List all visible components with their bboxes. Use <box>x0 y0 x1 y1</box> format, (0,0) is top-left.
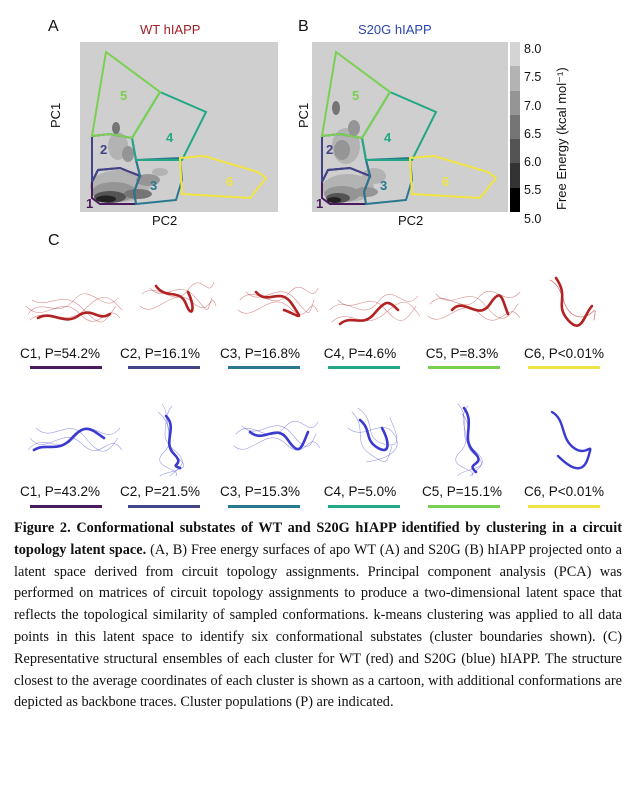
colorbar <box>510 42 520 212</box>
panel-a-ylabel: PC1 <box>48 102 63 128</box>
s20g-cluster-caption-2: C2, P=21.5% <box>120 484 200 499</box>
wt-cluster-underline-2 <box>128 366 200 369</box>
cluster-number-3: 3 <box>150 178 157 193</box>
panel-letter-c: C <box>48 232 60 249</box>
colorbar-ticks: 8.0 7.5 7.0 6.5 6.0 5.5 5.0 <box>524 35 541 233</box>
boundary-6 <box>408 154 498 200</box>
ensemble-wt-c1 <box>25 293 123 323</box>
panel-b-ylabel: PC1 <box>296 102 311 128</box>
s20g-cluster-caption-3: C3, P=15.3% <box>220 484 300 499</box>
colorbar-tick: 6.5 <box>524 126 542 141</box>
colorbar-tick: 6.0 <box>524 155 542 170</box>
wt-cluster-underline-3 <box>228 366 300 369</box>
cluster-number-2: 2 <box>100 142 107 157</box>
wt-ensembles <box>25 276 596 327</box>
s20g-cluster-underline-6 <box>528 505 600 508</box>
s20g-cluster-underline-3 <box>228 505 300 508</box>
cluster-number-6: 6 <box>442 174 449 189</box>
figure-caption: Figure 2. Conformational substates of WT… <box>14 518 622 714</box>
ensemble-s20g-c2 <box>157 403 184 477</box>
colorbar-tick: 7.0 <box>524 98 542 113</box>
boundary-6 <box>178 154 268 200</box>
cluster-number-6: 6 <box>226 174 233 189</box>
wt-cluster-underline-1 <box>30 366 102 369</box>
s20g-cluster-caption-1: C1, P=43.2% <box>20 484 100 499</box>
wt-cluster-caption-4: C4, P=4.6% <box>323 346 397 361</box>
boundary-5 <box>90 50 162 140</box>
wt-cluster-caption-3: C3, P=16.8% <box>220 346 300 361</box>
cluster-number-1: 1 <box>316 196 323 211</box>
ensemble-s20g-c3 <box>233 420 321 451</box>
colorbar-tick: 7.5 <box>524 70 542 85</box>
colorbar-label: Free Energy (kcal mol⁻¹) <box>554 67 569 210</box>
ensemble-s20g-c1 <box>27 427 123 452</box>
cluster-number-4: 4 <box>166 130 174 145</box>
ensemble-wt-c4 <box>329 294 421 326</box>
wt-cluster-caption-1: C1, P=54.2% <box>20 346 100 361</box>
cluster-number-4: 4 <box>384 130 392 145</box>
ensemble-s20g-c5 <box>455 403 483 477</box>
s20g-cluster-caption-6: C6, P<0.01% <box>524 484 604 499</box>
wt-cluster-underline-6 <box>528 366 600 369</box>
s20g-cluster-underline-5 <box>428 505 500 508</box>
cluster-number-5: 5 <box>352 88 359 103</box>
panel-a-xlabel: PC2 <box>152 213 178 228</box>
panel-b-title: S20G hIAPP <box>358 22 432 37</box>
wt-cluster-caption-5: C5, P=8.3% <box>425 346 499 361</box>
ensemble-wt-c5 <box>427 290 521 321</box>
cluster-number-2: 2 <box>326 142 333 157</box>
boundary-5 <box>320 50 392 140</box>
wt-cluster-caption-6: C6, P<0.01% <box>524 346 604 361</box>
panel-a-title: WT hIAPP <box>140 22 201 37</box>
ensemble-wt-c3 <box>237 286 319 318</box>
panel-b-xlabel: PC2 <box>398 213 424 228</box>
cluster-boundaries <box>320 50 498 206</box>
figure-caption-title: Figure 2. Conformational substates of WT… <box>14 520 622 558</box>
ensemble-wt-c2 <box>139 281 217 313</box>
s20g-cluster-underline-1 <box>30 505 102 508</box>
ensemble-wt-c6 <box>549 276 596 327</box>
fes-plot-s20g: 1 2 3 4 5 6 <box>312 42 508 212</box>
ensemble-s20g-c4 <box>347 407 398 463</box>
fes-density <box>322 101 386 203</box>
panel-letter-a: A <box>48 18 59 35</box>
s20g-cluster-caption-5: C5, P=15.1% <box>422 484 502 499</box>
panel-letter-b: B <box>298 18 309 35</box>
s20g-cluster-underline-4 <box>328 505 400 508</box>
cluster-number-5: 5 <box>120 88 127 103</box>
wt-cluster-underline-4 <box>328 366 400 369</box>
colorbar-tick: 8.0 <box>524 42 542 56</box>
colorbar-tick: 5.5 <box>524 183 542 198</box>
s20g-cluster-underline-2 <box>128 505 200 508</box>
fes-plot-wt: 1 2 3 4 5 6 <box>80 42 278 212</box>
cluster-number-3: 3 <box>380 178 387 193</box>
cluster-number-1: 1 <box>86 196 93 211</box>
s20g-cluster-caption-4: C4, P=5.0% <box>323 484 397 499</box>
wt-cluster-underline-5 <box>428 366 500 369</box>
colorbar-tick: 5.0 <box>524 211 542 226</box>
figure-caption-body: (A, B) Free energy surfaces of apo WT (A… <box>14 541 622 711</box>
wt-cluster-caption-2: C2, P=16.1% <box>120 346 200 361</box>
cluster-boundaries <box>90 50 268 206</box>
s20g-ensembles <box>27 403 592 477</box>
ensemble-s20g-c6 <box>550 410 592 470</box>
